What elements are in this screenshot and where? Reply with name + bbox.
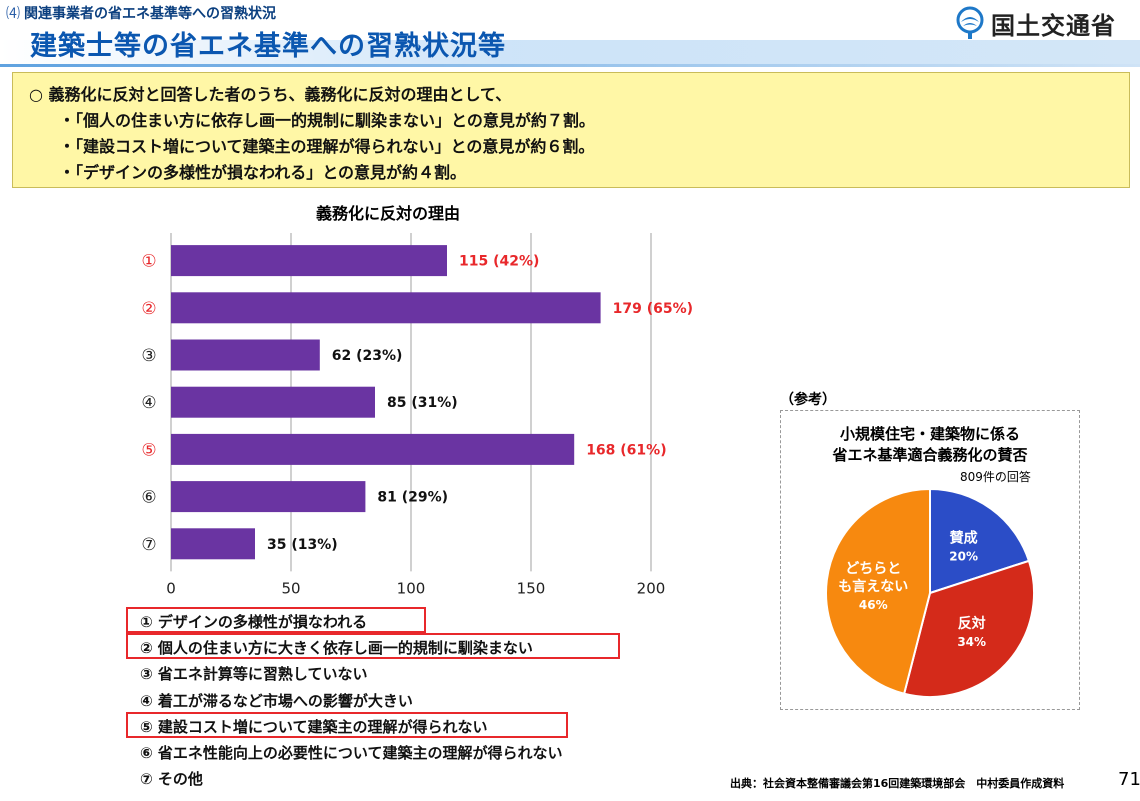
section-label: ⑷ 関連事業者の省エネ基準等への習熟状況: [6, 3, 276, 23]
x-tick-label: 50: [281, 579, 300, 597]
reason-highlight-box: [126, 711, 568, 738]
pie-category-label: も言えない: [838, 578, 908, 595]
bar: [171, 386, 375, 418]
mlit-logo-icon: [956, 6, 984, 39]
summary-line-2: ・「個人の住まい方に依存し画一的規制に馴染まない」との意見が約７割。: [59, 111, 595, 130]
reason-highlight-box: [126, 607, 426, 633]
category-label: ⑥: [141, 488, 156, 508]
pie-title-line-2: 省エネ基準適合義務化の賛否: [832, 446, 1028, 464]
logo: 国土交通省: [955, 6, 1116, 40]
bar-value-label: 62 (23%): [332, 348, 403, 364]
pie-category-label: 賛成: [950, 530, 978, 547]
pie-category-label: どちらと: [845, 561, 901, 577]
pie-category-label: 反対: [958, 615, 986, 632]
summary-line-1: ○ 義務化に反対と回答した者のうち、義務化に反対の理由として、: [29, 85, 512, 104]
pie-frame: [780, 410, 1080, 710]
bar-value-label: 85 (31%): [387, 395, 458, 411]
reason-item: ① デザインの多様性が損なわれる: [140, 613, 368, 631]
reason-item: ② 個人の住まい方に大きく依存し画一的規制に馴染まない: [140, 639, 533, 658]
bar: [171, 292, 601, 324]
category-label: ⑦: [141, 535, 156, 555]
source-note: 出典：社会資本整備審議会第16回建築環境部会 中村委員作成資料: [730, 777, 1065, 790]
bar: [171, 245, 447, 277]
summary-box: ○ 義務化に反対と回答した者のうち、義務化に反対の理由として、 ・「個人の住まい…: [12, 72, 1130, 188]
x-tick-label: 0: [166, 579, 176, 597]
x-tick-label: 100: [397, 579, 426, 597]
x-tick-label: 150: [517, 579, 546, 597]
pie-note: 809件の回答: [960, 470, 1031, 484]
reason-item: ⑤ 建設コスト増について建築主の理解が得られない: [140, 717, 488, 736]
logo-text: 国土交通省: [991, 11, 1116, 40]
pie-slice: [825, 487, 931, 695]
category-label: ⑤: [141, 440, 156, 460]
reason-item: ③ 省エネ計算等に習熟していない: [140, 665, 368, 684]
bar-value-label: 35 (13%): [267, 537, 338, 553]
pie-slice: [929, 487, 1031, 595]
page-number: 71: [1118, 769, 1140, 790]
pie-value-label: 46%: [859, 598, 888, 612]
category-label: ③: [141, 346, 156, 366]
pie-value-label: 34%: [957, 635, 986, 649]
summary-line-4: ・「デザインの多様性が損なわれる」との意見が約４割。: [59, 163, 467, 182]
bar-value-label: 168 (61%): [586, 442, 666, 458]
bar: [171, 339, 320, 371]
reason-item: ⑥ 省エネ性能向上の必要性について建築主の理解が得られない: [140, 744, 563, 762]
reason-highlight-box: [126, 633, 620, 660]
bar: [171, 481, 366, 513]
pie-slice: [902, 559, 1035, 698]
bar: [171, 433, 575, 465]
x-tick-label: 200: [637, 579, 666, 597]
category-label: ①: [141, 252, 156, 272]
bar-chart-title: 義務化に反対の理由: [315, 204, 460, 223]
page-title: 建築士等の省エネ基準への習熟状況等: [30, 31, 506, 62]
category-label: ④: [141, 393, 156, 413]
reason-item: ④ 着工が滞るなど市場への影響が大きい: [140, 691, 413, 710]
bar-value-label: 115 (42%): [459, 254, 539, 270]
section-number: ⑷: [6, 6, 20, 22]
pie-title: 小規模住宅・建築物に係る 省エネ基準適合義務化の賛否: [790, 424, 1070, 466]
title-rule: [0, 64, 1140, 67]
bar-chart: 0 50 100 150 200 ① 115 (42%) ② 179 (65%) ③ 62 (23%…: [141, 233, 693, 597]
summary-line-3: ・「建設コスト増について建築主の理解が得られない」との意見が約６割。: [59, 137, 595, 156]
bar: [171, 528, 255, 560]
reference-label: （参考）: [780, 392, 836, 408]
reason-item: ⑦ その他: [140, 770, 203, 789]
bar-value-label: 81 (29%): [377, 490, 448, 506]
section-label-text: 関連事業者の省エネ基準等への習熟状況: [24, 6, 276, 22]
title-band: [0, 40, 1140, 64]
pie-value-label: 20%: [949, 550, 978, 564]
bar-value-label: 179 (65%): [613, 301, 693, 317]
category-label: ②: [141, 299, 156, 319]
pie-title-line-1: 小規模住宅・建築物に係る: [839, 425, 1020, 443]
